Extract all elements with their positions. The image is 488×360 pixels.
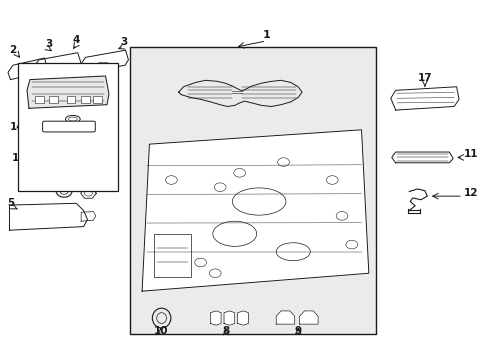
Text: 3: 3 [45, 39, 52, 49]
Text: 1: 1 [262, 30, 270, 40]
Polygon shape [9, 203, 87, 230]
Polygon shape [8, 58, 47, 80]
Bar [93, 96, 102, 103]
Text: 3: 3 [120, 37, 127, 47]
Polygon shape [391, 152, 452, 163]
Text: 7: 7 [96, 176, 103, 186]
Polygon shape [34, 53, 81, 76]
Polygon shape [299, 311, 318, 324]
Bar [154, 234, 190, 277]
Bar [66, 96, 75, 103]
Polygon shape [81, 50, 128, 72]
Text: 15: 15 [47, 113, 60, 122]
Polygon shape [210, 311, 221, 325]
Polygon shape [390, 87, 458, 110]
Text: 11: 11 [463, 149, 477, 159]
Text: 6: 6 [60, 175, 66, 185]
Polygon shape [224, 311, 234, 325]
Text: 16: 16 [47, 129, 60, 138]
Polygon shape [27, 76, 109, 108]
Bar [18, 63, 118, 191]
Polygon shape [237, 311, 248, 325]
Text: 12: 12 [463, 188, 477, 198]
Bar [35, 96, 43, 103]
Text: 10: 10 [153, 326, 167, 336]
Polygon shape [142, 130, 368, 291]
Text: 13: 13 [12, 153, 26, 163]
Text: 5: 5 [7, 198, 15, 208]
Polygon shape [81, 188, 96, 198]
Bar [130, 47, 375, 334]
FancyBboxPatch shape [42, 121, 95, 132]
Text: 14: 14 [9, 122, 24, 132]
Polygon shape [276, 311, 294, 324]
Text: 4: 4 [72, 35, 80, 45]
Text: 2: 2 [9, 45, 17, 55]
Text: 8: 8 [222, 326, 229, 336]
Bar [81, 96, 90, 103]
Text: 17: 17 [417, 73, 431, 84]
Text: 9: 9 [294, 326, 301, 336]
Bar [49, 96, 58, 103]
